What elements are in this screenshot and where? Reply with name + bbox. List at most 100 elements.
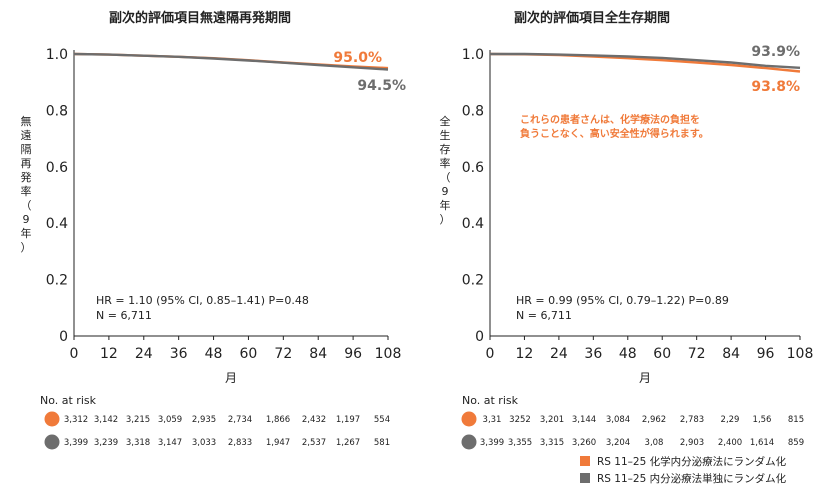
risk-table-cell: 2,962 bbox=[642, 415, 666, 425]
risk-table-cell: 2,400 bbox=[718, 438, 742, 448]
y-tick-label: 0.6 bbox=[462, 160, 484, 176]
risk-table-cell: 3,204 bbox=[606, 438, 630, 448]
risk-table-cell: 815 bbox=[788, 415, 804, 425]
chart-title: 副次的評価項目無遠隔再発期間 bbox=[109, 10, 291, 26]
risk-row-marker-endocrine bbox=[461, 434, 477, 450]
risk-table-cell: 2,783 bbox=[680, 415, 704, 425]
y-tick-label: 0.6 bbox=[46, 160, 68, 176]
risk-table-cell: 3,31 bbox=[483, 415, 502, 425]
series-line-endocrine bbox=[73, 52, 389, 71]
y-tick-label: 0.4 bbox=[462, 216, 484, 232]
x-tick-label: 60 bbox=[240, 346, 258, 362]
y-axis-label-char: 率 bbox=[21, 184, 32, 198]
risk-table-cell: 3,201 bbox=[540, 415, 564, 425]
risk-table-cell: 3,215 bbox=[126, 415, 150, 425]
x-tick-label: 84 bbox=[722, 346, 740, 362]
x-tick-label: 12 bbox=[516, 346, 534, 362]
risk-table-cell: 1,947 bbox=[266, 438, 290, 448]
risk-table-cell: 2,903 bbox=[680, 438, 704, 448]
stats-annotation: N = 6,711 bbox=[516, 309, 572, 322]
y-axis-label-char: 存 bbox=[440, 142, 451, 156]
y-axis-label-char: 9 bbox=[442, 185, 449, 198]
y-axis-label-char: 全 bbox=[440, 114, 451, 128]
y-axis-label-char: 年 bbox=[21, 226, 32, 240]
x-tick-label: 72 bbox=[274, 346, 292, 362]
stats-annotation: HR = 1.10 (95% CI, 0.85–1.41) P=0.48 bbox=[96, 294, 309, 307]
risk-table-cell: 3252 bbox=[509, 415, 531, 425]
y-axis-label-char: 無 bbox=[21, 114, 32, 128]
risk-table-cell: 3,08 bbox=[645, 438, 664, 448]
x-tick-label: 72 bbox=[688, 346, 706, 362]
risk-table-cell: 3,312 bbox=[64, 415, 88, 425]
y-tick-label: 0.8 bbox=[462, 103, 484, 119]
x-tick-label: 0 bbox=[486, 346, 495, 362]
y-axis-label-char: （ bbox=[21, 199, 32, 212]
risk-table-cell: 2,935 bbox=[192, 415, 216, 425]
x-tick-label: 0 bbox=[70, 346, 79, 362]
risk-table-cell: 3,144 bbox=[572, 415, 596, 425]
risk-table-title: No. at risk bbox=[462, 394, 519, 407]
y-tick-label: 1.0 bbox=[46, 47, 68, 63]
x-tick-label: 96 bbox=[344, 346, 362, 362]
legend-swatch-chemo bbox=[580, 456, 590, 466]
risk-table-cell: 2,29 bbox=[721, 415, 740, 425]
y-axis-label-char: 再 bbox=[21, 157, 32, 170]
risk-table-cell: 3,059 bbox=[158, 415, 182, 425]
legend-swatch-endocrine bbox=[580, 473, 590, 483]
y-tick-label: 0 bbox=[59, 329, 68, 345]
risk-table-title: No. at risk bbox=[40, 394, 97, 407]
risk-row-marker-chemo bbox=[44, 411, 60, 427]
chart-title: 副次的評価項目全生存期間 bbox=[514, 10, 670, 26]
risk-table-cell: 1,614 bbox=[750, 438, 774, 448]
x-tick-label: 96 bbox=[757, 346, 775, 362]
x-tick-label: 60 bbox=[653, 346, 671, 362]
risk-table-cell: 581 bbox=[374, 438, 390, 448]
x-tick-label: 48 bbox=[205, 346, 223, 362]
x-tick-label: 12 bbox=[100, 346, 118, 362]
x-axis-label: 月 bbox=[225, 371, 237, 385]
x-tick-label: 48 bbox=[619, 346, 637, 362]
y-axis-label-char: 隔 bbox=[21, 143, 32, 156]
y-axis-label-char: 9 bbox=[23, 213, 30, 226]
risk-table-cell: 2,537 bbox=[302, 438, 326, 448]
x-axis-label: 月 bbox=[639, 371, 651, 385]
chart-panel-2: 副次的評価項目全生存期間 0 0.2 0.4 0.6 0.8 1.0 0 12 24 36 48 60 7… bbox=[440, 10, 813, 450]
x-tick-label: 24 bbox=[550, 346, 568, 362]
risk-table-cell: 3,399 bbox=[480, 438, 504, 448]
y-tick-label: 0.4 bbox=[46, 216, 68, 232]
risk-table-cell: 3,355 bbox=[508, 438, 532, 448]
y-axis-label-char: 発 bbox=[21, 170, 32, 184]
risk-table-cell: 2,833 bbox=[228, 438, 252, 448]
stats-annotation: N = 6,711 bbox=[96, 309, 152, 322]
risk-table-cell: 3,315 bbox=[540, 438, 564, 448]
legend: RS 11–25 化学内分泌療法にランダム化 RS 11–25 内分泌療法単独にラ… bbox=[580, 455, 787, 485]
risk-table-cell: 3,318 bbox=[126, 438, 150, 448]
risk-table-cell: 3,260 bbox=[572, 438, 596, 448]
y-axis-label-char: ） bbox=[440, 213, 451, 226]
y-tick-label: 0.2 bbox=[46, 273, 68, 289]
end-value-label-chemo: 93.8% bbox=[751, 79, 800, 95]
risk-table-cell: 1,197 bbox=[336, 415, 360, 425]
risk-table-cell: 1,56 bbox=[753, 415, 772, 425]
y-axis-label-char: 生 bbox=[440, 128, 451, 142]
end-value-label-endocrine: 93.9% bbox=[751, 44, 800, 60]
risk-table-cell: 2,432 bbox=[302, 415, 326, 425]
callout-note: 負うことなく、高い安全性が得られます。 bbox=[520, 127, 709, 140]
risk-table-cell: 3,147 bbox=[158, 438, 182, 448]
y-tick-label: 0.8 bbox=[46, 103, 68, 119]
risk-table-cell: 3,033 bbox=[192, 438, 216, 448]
y-axis-label-char: ） bbox=[21, 241, 32, 254]
risk-table-cell: 859 bbox=[788, 438, 804, 448]
x-tick-label: 108 bbox=[375, 346, 402, 362]
callout-note: これらの患者さんは、化学療法の負担を bbox=[520, 113, 700, 126]
risk-table-cell: 3,084 bbox=[606, 415, 630, 425]
legend-label-chemo: RS 11–25 化学内分泌療法にランダム化 bbox=[597, 455, 787, 468]
risk-table-cell: 2,734 bbox=[228, 415, 252, 425]
y-tick-label: 0 bbox=[475, 329, 484, 345]
y-axis-label-char: 率 bbox=[440, 156, 451, 170]
x-tick-label: 36 bbox=[584, 346, 602, 362]
risk-table-cell: 554 bbox=[374, 415, 390, 425]
